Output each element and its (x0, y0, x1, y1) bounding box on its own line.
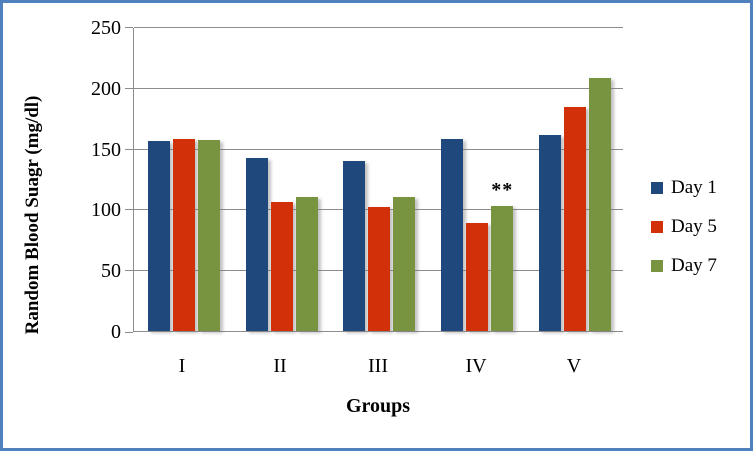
bar-day-1-group-III (343, 161, 366, 331)
x-axis-title: Groups (345, 395, 411, 417)
y-axis-title: Random Blood Suagr (mg/dl) (22, 95, 43, 335)
x-category-label-III: III (368, 355, 388, 377)
bar-group-II (233, 28, 331, 331)
legend-item-day-1: Day 1 (651, 175, 717, 201)
legend-item-day-7: Day 7 (651, 253, 717, 279)
bar-day-5-group-V (564, 107, 587, 331)
legend-swatch-icon (651, 221, 663, 233)
bar-day-1-group-V (539, 135, 562, 331)
bar-day-7-group-IV: ** (491, 179, 514, 331)
gridline-150 (134, 148, 623, 150)
legend: Day 1 Day 5 Day 7 (651, 175, 717, 292)
y-tick-mark-100 (125, 209, 133, 211)
bar-day-5-group-IV (466, 223, 489, 331)
bar-day-7-group-V (589, 78, 612, 331)
bar-day-5-group-II (270, 202, 293, 331)
y-tick-mark-200 (125, 87, 133, 89)
bar-day-1-group-IV (441, 139, 464, 331)
legend-swatch-icon (651, 182, 663, 194)
x-category-label-V: V (566, 355, 582, 377)
bar-day-5-group-III (368, 207, 391, 331)
y-tick-mark-150 (125, 148, 133, 150)
y-tick-label-100: 100 (91, 199, 121, 222)
significance-annotation: ** (491, 179, 514, 201)
bar-day-1-group-II (245, 158, 268, 331)
y-tick-label-200: 200 (91, 77, 121, 100)
y-tick-mark-0 (125, 332, 133, 333)
bar-day-5-group-I (172, 139, 195, 331)
bar-day-7-group-I (197, 140, 220, 331)
bar-groups: ** (135, 28, 624, 331)
gridline-200 (134, 87, 623, 89)
legend-label: Day 5 (671, 216, 717, 237)
x-category-label-II: II (273, 355, 287, 377)
y-tick-mark-250 (125, 27, 133, 28)
y-tick-label-150: 150 (91, 138, 121, 161)
y-tick-label-250: 250 (91, 17, 121, 39)
gridline-250 (134, 27, 623, 28)
bar-group-IV: ** (428, 28, 526, 331)
x-axis-category-labels: I II III IV V (133, 355, 623, 378)
legend-label: Day 1 (671, 177, 717, 198)
bar-day-1-group-I (147, 141, 170, 331)
x-category-label-IV: IV (465, 355, 487, 377)
bar-group-III (331, 28, 429, 331)
y-tick-mark-50 (125, 270, 133, 272)
legend-item-day-5: Day 5 (651, 214, 717, 240)
bar-day-7-group-II (295, 197, 318, 331)
y-tick-label-0: 0 (111, 321, 121, 343)
legend-label: Day 7 (671, 255, 717, 276)
bar-day-7-group-III (393, 197, 416, 331)
plot-area: ** (133, 27, 624, 332)
legend-swatch-icon (651, 260, 663, 272)
bar-group-I (135, 28, 233, 331)
bar-group-V (526, 28, 624, 331)
x-category-label-I: I (178, 355, 186, 377)
y-tick-label-50: 50 (101, 260, 121, 283)
